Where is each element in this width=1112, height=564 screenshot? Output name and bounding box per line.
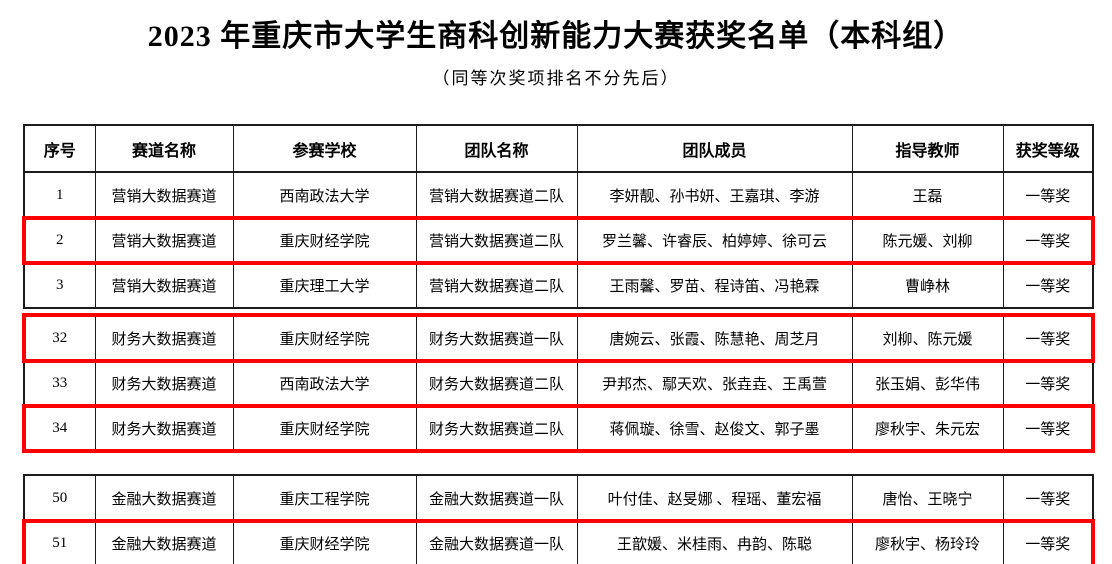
cell-school: 重庆财经学院 (232, 314, 417, 361)
cell-no: 51 (23, 520, 96, 564)
cell-track: 财务大数据赛道 (94, 360, 234, 406)
cell-team: 营销大数据赛道二队 (415, 217, 578, 263)
cell-team: 金融大数据赛道一队 (415, 520, 578, 564)
cell-teachers: 刘柳、陈元媛 (851, 314, 1004, 361)
cell-members: 李妍靓、孙书妍、王嘉琪、李游 (576, 171, 853, 218)
cell-members: 蒋佩璇、徐雪、赵俊文、郭子墨 (576, 405, 853, 452)
cell-track: 营销大数据赛道 (94, 262, 234, 309)
cell-award: 一等奖 (1002, 262, 1094, 309)
table-row: 51 金融大数据赛道 重庆财经学院 金融大数据赛道一队 王歆媛、米桂雨、冉韵、陈聪 廖秋宇… (22, 518, 1095, 564)
table-row: 33 财务大数据赛道 西南政法大学 财务大数据赛道二队 尹邦杰、鄢天欢、张垚垚、王禹萱张… (23, 360, 1094, 406)
cell-award: 一等奖 (1002, 360, 1094, 406)
cell-school: 重庆财经学院 (232, 217, 417, 263)
cell-school: 重庆工程学院 (232, 474, 417, 521)
cell-award: 一等奖 (1002, 405, 1094, 452)
column-header: 赛道名称 (94, 124, 234, 173)
cell-members: 王雨馨、罗苗、程诗笛、冯艳霖 (576, 262, 853, 309)
table-row: 50 金融大数据赛道 重庆工程学院 金融大数据赛道一队 叶付佳、赵旻娜 、程瑶、董宏福唐… (23, 474, 1094, 521)
cell-team: 财务大数据赛道二队 (415, 360, 578, 406)
cell-team: 营销大数据赛道二队 (415, 262, 578, 309)
cell-teachers: 唐怡、王晓宁 (851, 474, 1004, 521)
cell-track: 金融大数据赛道 (94, 474, 234, 521)
table-row: 3 营销大数据赛道 重庆理工大学 营销大数据赛道二队 王雨馨、罗苗、程诗笛、冯艳霖 曹峥林… (23, 262, 1094, 309)
cell-team: 财务大数据赛道二队 (415, 405, 578, 452)
column-header: 团队名称 (415, 124, 578, 173)
cell-members: 王歆媛、米桂雨、冉韵、陈聪 (576, 520, 853, 564)
cell-track: 营销大数据赛道 (94, 217, 234, 263)
cell-members: 尹邦杰、鄢天欢、张垚垚、王禹萱 (576, 360, 853, 406)
cell-no: 2 (23, 217, 96, 263)
column-header: 获奖等级 (1002, 124, 1094, 173)
column-header: 指导教师 (851, 124, 1004, 173)
award-table: 序号 赛道名称 参赛学校 团队名称 团队成员 指导教师 获奖等级 1 营销大数据赛道 西南政法大学… (22, 124, 1095, 564)
award-table-block: 50 金融大数据赛道 重庆工程学院 金融大数据赛道一队 叶付佳、赵旻娜 、程瑶、董宏福唐… (22, 474, 1095, 564)
page-title: 2023 年重庆市大学生商科创新能力大赛获奖名单（本科组） (147, 20, 965, 53)
column-header: 参赛学校 (232, 124, 417, 173)
cell-school: 西南政法大学 (232, 171, 417, 218)
cell-no: 32 (23, 314, 96, 361)
award-table-block: 序号 赛道名称 参赛学校 团队名称 团队成员 指导教师 获奖等级 1 营销大数据赛道 西南政法大学… (22, 124, 1095, 309)
award-table-block: 32 财务大数据赛道 重庆财经学院 财务大数据赛道一队 唐婉云、张霞、陈慧艳、周芝月 刘柳… (22, 313, 1095, 453)
cell-team: 营销大数据赛道二队 (415, 171, 578, 218)
cell-school: 重庆理工大学 (232, 262, 417, 309)
cell-teachers: 张玉娟、彭华伟 (851, 360, 1004, 406)
cell-members: 叶付佳、赵旻娜 、程瑶、董宏福 (576, 474, 853, 521)
cell-school: 重庆财经学院 (232, 405, 417, 452)
cell-no: 34 (23, 405, 96, 452)
cell-no: 3 (23, 262, 96, 309)
cell-school: 重庆财经学院 (232, 520, 417, 564)
cell-track: 营销大数据赛道 (94, 171, 234, 218)
table-row: 2 营销大数据赛道 重庆财经学院 营销大数据赛道二队 罗兰馨、许睿辰、柏婷婷、徐可云 陈元… (22, 215, 1095, 265)
cell-award: 一等奖 (1002, 217, 1094, 263)
cell-teachers: 廖秋宇、杨玲玲 (851, 520, 1004, 564)
column-header: 序号 (23, 124, 96, 173)
table-header-row: 序号 赛道名称 参赛学校 团队名称 团队成员 指导教师 获奖等级 (23, 124, 1094, 173)
cell-no: 50 (23, 474, 96, 521)
cell-no: 33 (23, 360, 96, 406)
cell-track: 财务大数据赛道 (94, 405, 234, 452)
cell-team: 金融大数据赛道一队 (415, 474, 578, 521)
cell-track: 金融大数据赛道 (94, 520, 234, 564)
cell-track: 财务大数据赛道 (94, 314, 234, 361)
table-row: 32 财务大数据赛道 重庆财经学院 财务大数据赛道一队 唐婉云、张霞、陈慧艳、周芝月 刘柳… (22, 313, 1095, 363)
column-header: 团队成员 (576, 124, 853, 173)
table-row: 34 财务大数据赛道 重庆财经学院 财务大数据赛道二队 蒋佩璇、徐雪、赵俊文、郭子墨 廖秋… (22, 403, 1095, 453)
cell-teachers: 王磊 (851, 171, 1004, 218)
cell-award: 一等奖 (1002, 520, 1094, 564)
cell-teachers: 陈元媛、刘柳 (851, 217, 1004, 263)
cell-members: 罗兰馨、许睿辰、柏婷婷、徐可云 (576, 217, 853, 263)
cell-award: 一等奖 (1002, 474, 1094, 521)
cell-members: 唐婉云、张霞、陈慧艳、周芝月 (576, 314, 853, 361)
cell-no: 1 (23, 171, 96, 218)
cell-teachers: 曹峥林 (851, 262, 1004, 309)
cell-teachers: 廖秋宇、朱元宏 (851, 405, 1004, 452)
cell-award: 一等奖 (1002, 171, 1094, 218)
page-subtitle: （同等次奖项排名不分先后） (432, 69, 680, 88)
cell-award: 一等奖 (1002, 314, 1094, 361)
cell-team: 财务大数据赛道一队 (415, 314, 578, 361)
table-row: 1 营销大数据赛道 西南政法大学 营销大数据赛道二队 李妍靓、孙书妍、王嘉琪、李游 王磊一… (23, 171, 1094, 218)
cell-school: 西南政法大学 (232, 360, 417, 406)
